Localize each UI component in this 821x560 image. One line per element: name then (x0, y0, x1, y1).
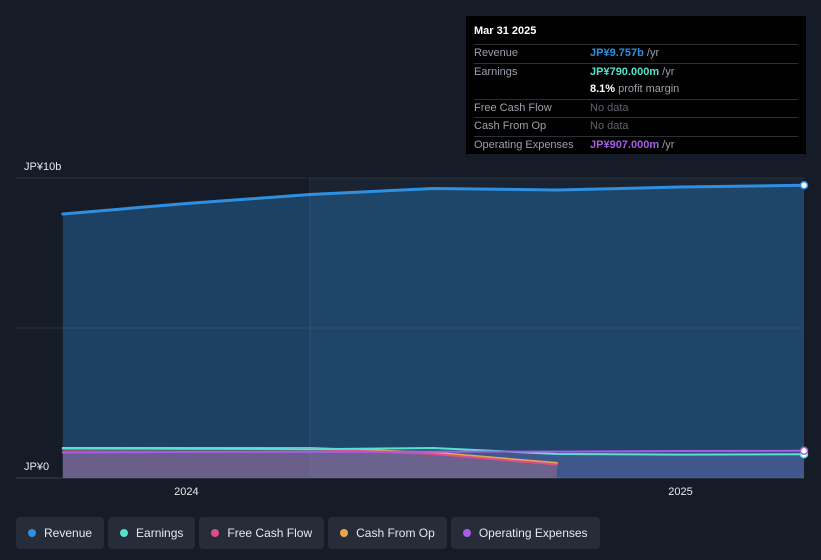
tooltip-label-fcf: Free Cash Flow (474, 101, 552, 114)
legend-item-earnings[interactable]: Earnings (108, 517, 196, 549)
tooltip-label-opex: Operating Expenses (474, 138, 574, 151)
legend-dot-cfo-icon (340, 529, 349, 537)
legend-item-revenue[interactable]: Revenue (16, 517, 105, 549)
legend-item-opex[interactable]: Operating Expenses (450, 517, 600, 549)
tooltip-date: Mar 31 2025 (474, 25, 537, 37)
tooltip-suffix-earnings: /yr (659, 65, 675, 78)
x-tick-label: 2025 (668, 486, 692, 498)
tooltip-suffix-opex: /yr (659, 138, 675, 151)
chart-lines (61, 181, 809, 466)
legend-label-cfo: Cash From Op (356, 526, 435, 540)
tooltip-suffix-margin: profit margin (615, 83, 680, 95)
tooltip-row-earnings: Earnings JP¥790.000m /yr (474, 62, 798, 82)
legend-dot-earnings-icon (120, 529, 129, 537)
chart-grid (16, 177, 804, 479)
tooltip-suffix-revenue: /yr (643, 47, 660, 59)
y-label-bottom: JP¥0 (24, 461, 49, 473)
chart-labels: JP¥10b JP¥0 2024 2025 (24, 161, 693, 498)
chart-areas (62, 185, 804, 479)
legend-label-fcf: Free Cash Flow (227, 526, 313, 540)
legend-label-revenue: Revenue (44, 526, 93, 540)
tooltip-value-fcf: No data (590, 101, 629, 114)
area-earnings (62, 448, 804, 478)
legend-dot-revenue-icon (28, 529, 36, 537)
tooltip-row-revenue: Revenue JP¥9.757b /yr (474, 44, 798, 63)
tooltip-value-margin: 8.1% (590, 83, 616, 95)
legend-label-earnings: Earnings (136, 526, 184, 540)
legend-label-opex: Operating Expenses (478, 526, 588, 540)
tooltip-row-cfo: Cash From Op No data (474, 117, 798, 136)
end-marker-revenue (799, 181, 809, 190)
tooltip-label-revenue: Revenue (474, 47, 519, 59)
tooltip-label-cfo: Cash From Op (474, 120, 547, 132)
chart-legend: Revenue Earnings Free Cash Flow Cash Fro… (16, 517, 600, 549)
area-opex (62, 450, 804, 478)
area-revenue (62, 185, 804, 479)
tooltip-row-opex: Operating Expenses JP¥907.000m /yr (474, 135, 798, 155)
area-fcf (62, 448, 557, 478)
legend-item-cfo[interactable]: Cash From Op (328, 517, 447, 549)
tooltip-label-earnings: Earnings (474, 65, 518, 78)
tooltip-row-margin: 8.1% profit margin (474, 81, 798, 99)
x-tick-label: 2024 (174, 486, 198, 498)
data-tooltip: Mar 31 2025 Revenue JP¥9.757b /yr Earnin… (466, 16, 806, 154)
chart-canvas: JP¥10b JP¥0 2024 2025 (16, 161, 809, 498)
tooltip-row-fcf: Free Cash Flow No data (474, 98, 798, 118)
legend-dot-opex-icon (462, 529, 471, 537)
tooltip-value-cfo: No data (590, 120, 629, 132)
area-cfo (62, 448, 557, 478)
tooltip-value-opex: JP¥907.000m (590, 138, 660, 151)
tooltip-value-earnings: JP¥790.000m (590, 65, 660, 78)
legend-dot-fcf-icon (211, 529, 220, 537)
legend-item-fcf[interactable]: Free Cash Flow (199, 517, 325, 549)
tooltip-value-revenue: JP¥9.757b (590, 47, 644, 59)
end-marker-opex (799, 446, 809, 456)
y-label-top: JP¥10b (24, 161, 61, 173)
